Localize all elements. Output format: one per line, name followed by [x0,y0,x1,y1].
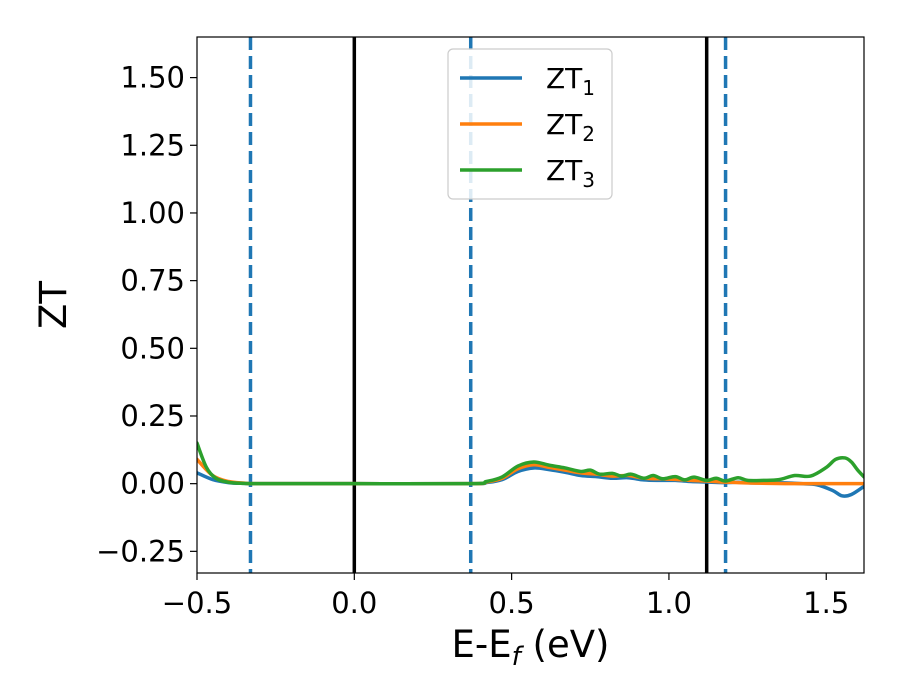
y-axis-label: ZT [32,281,75,329]
x-axis-label-unit: (eV) [521,623,610,666]
x-axis-label: E-Ef (eV) [452,623,610,672]
legend-label-zt2: ZT2 [546,108,595,146]
series-lines [197,441,864,498]
x-tick-label: 1.0 [646,586,692,620]
x-tick-label: 0.0 [331,586,377,620]
y-tick-label: 0.50 [120,331,185,365]
legend-box [447,48,613,200]
y-tick-label: −0.25 [96,534,185,568]
x-tick-label: 0.5 [489,586,535,620]
y-tick-label: 0.25 [120,399,185,433]
series-line-zt3 [197,441,864,486]
y-tick-label: 0.00 [120,467,185,501]
legend: ZT1 ZT2 ZT3 [447,48,613,200]
y-tick-label: 0.75 [120,264,185,298]
legend-label-zt1: ZT1 [546,62,595,100]
y-tick-label: 1.25 [120,128,185,162]
legend-label-zt3: ZT3 [546,154,595,192]
x-axis-label-main: E-E [452,623,512,666]
x-tick-label: −0.5 [162,586,232,620]
y-axis: −0.25 0.00 0.25 0.50 0.75 1.00 1.25 1.50 [96,61,197,568]
y-tick-label: 1.00 [120,196,185,230]
x-axis: −0.5 0.0 0.5 1.0 1.5 [162,573,849,620]
plot-area-frame [196,36,865,574]
y-tick-label: 1.50 [120,61,185,95]
x-tick-label: 1.5 [803,586,849,620]
